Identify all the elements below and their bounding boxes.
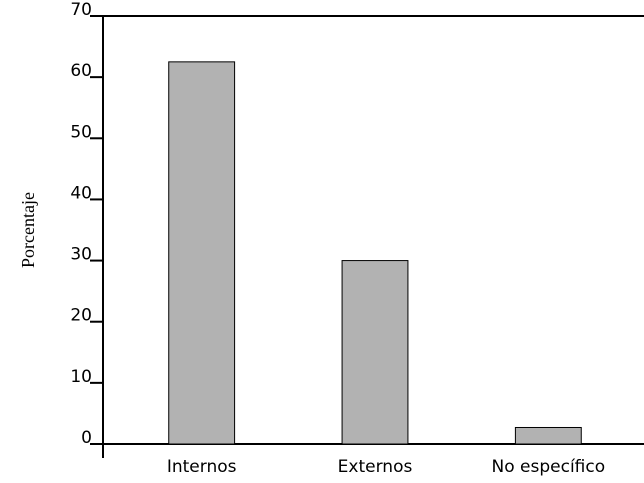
y-tick-label: 60 [70, 61, 92, 81]
bar [341, 260, 409, 445]
bar [168, 61, 236, 445]
x-tick-label: No específico [492, 457, 606, 477]
y-tick-label: 10 [70, 367, 92, 387]
y-tick-label: 0 [81, 428, 92, 448]
y-tick-label: 40 [70, 183, 92, 203]
y-tick-label: 20 [70, 306, 92, 326]
y-tick-label: 30 [70, 245, 92, 265]
x-tick-label: Externos [338, 457, 413, 477]
x-tick-label: Internos [167, 457, 237, 477]
bar [514, 426, 582, 445]
y-axis-label: Porcentaje [18, 192, 38, 268]
y-tick-label: 70 [70, 0, 92, 20]
y-tick-label: 50 [70, 122, 92, 142]
